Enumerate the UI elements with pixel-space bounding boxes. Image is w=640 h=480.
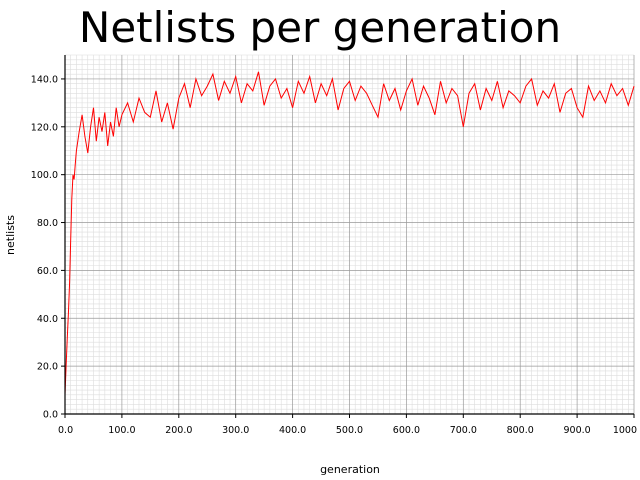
x-tick-label: 0.0 bbox=[58, 425, 73, 436]
series-layer bbox=[64, 71, 635, 395]
y-tick-label: 140.0 bbox=[31, 74, 58, 85]
x-tick-label: 500.0 bbox=[336, 425, 363, 436]
x-tick-label: 1000 bbox=[613, 425, 637, 436]
x-tick-labels: 0.0 100.0 200.0 300.0 400.0 500.0 600.0 700.0 80… bbox=[58, 425, 637, 436]
y-tick-label: 0.0 bbox=[43, 410, 58, 421]
x-tick-label: 400.0 bbox=[279, 425, 306, 436]
chart-title: Netlists per generation bbox=[79, 3, 561, 52]
x-tick-label: 300.0 bbox=[222, 425, 249, 436]
x-tick-label: 800.0 bbox=[507, 425, 534, 436]
series-line bbox=[64, 71, 635, 395]
y-tick-label: 20.0 bbox=[37, 362, 58, 373]
x-axis-label: generation bbox=[320, 463, 380, 476]
x-tick-label: 600.0 bbox=[393, 425, 420, 436]
y-tick-label: 60.0 bbox=[37, 266, 58, 277]
x-tick-label: 900.0 bbox=[563, 425, 590, 436]
y-tick-label: 100.0 bbox=[31, 170, 58, 181]
x-tick-label: 200.0 bbox=[165, 425, 192, 436]
y-tick-label: 80.0 bbox=[37, 218, 58, 229]
x-tick-label: 700.0 bbox=[450, 425, 477, 436]
y-tick-label: 40.0 bbox=[37, 314, 58, 325]
y-tick-label: 120.0 bbox=[31, 122, 58, 133]
axes bbox=[61, 55, 635, 418]
x-tick-label: 100.0 bbox=[108, 425, 135, 436]
y-tick-labels: 0.0 20.0 40.0 60.0 80.0 100.0 120.0 140.0 bbox=[31, 74, 58, 420]
y-axis-label: netlists bbox=[4, 215, 17, 255]
